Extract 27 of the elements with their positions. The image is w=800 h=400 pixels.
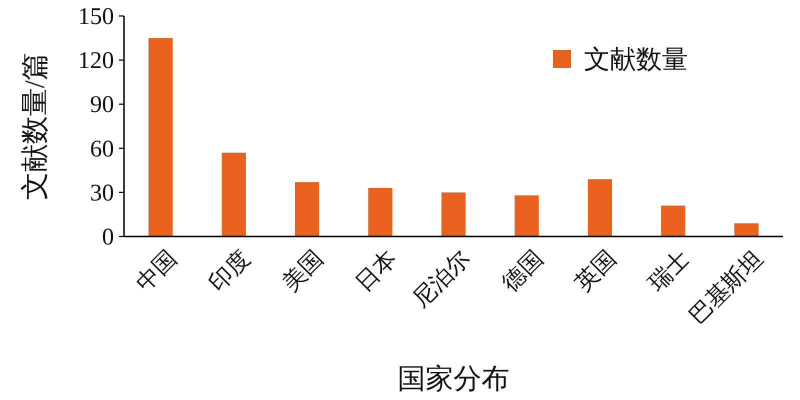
x-tick-label: 英国 (570, 246, 621, 296)
y-tick-label: 60 (90, 136, 114, 162)
bar (441, 192, 466, 236)
y-tick-label: 30 (90, 180, 114, 206)
x-axis-title: 国家分布 (398, 364, 510, 395)
bar (148, 38, 173, 236)
x-tick-label: 日本 (350, 246, 402, 296)
x-tick-label: 尼泊尔 (408, 246, 474, 312)
bar (588, 179, 612, 236)
x-tick-label: 德国 (497, 246, 548, 296)
legend: 文献数量 (553, 45, 688, 74)
bar (368, 188, 392, 236)
y-tick-label: 90 (90, 92, 114, 118)
y-tick-label: 0 (102, 224, 114, 250)
legend-label: 文献数量 (584, 45, 688, 74)
bar (661, 206, 686, 236)
x-tick-label: 瑞士 (644, 246, 694, 296)
y-tick-label: 150 (78, 4, 114, 30)
x-tick-label: 中国 (131, 246, 182, 296)
bar (294, 182, 320, 236)
x-tick-label: 印度 (204, 246, 255, 296)
bar (222, 152, 246, 236)
bar (514, 195, 539, 236)
x-tick-label: 美国 (278, 246, 328, 296)
bar (734, 223, 758, 236)
y-tick-label: 120 (78, 48, 114, 74)
y-axis-title: 文献数量/篇 (20, 52, 51, 200)
